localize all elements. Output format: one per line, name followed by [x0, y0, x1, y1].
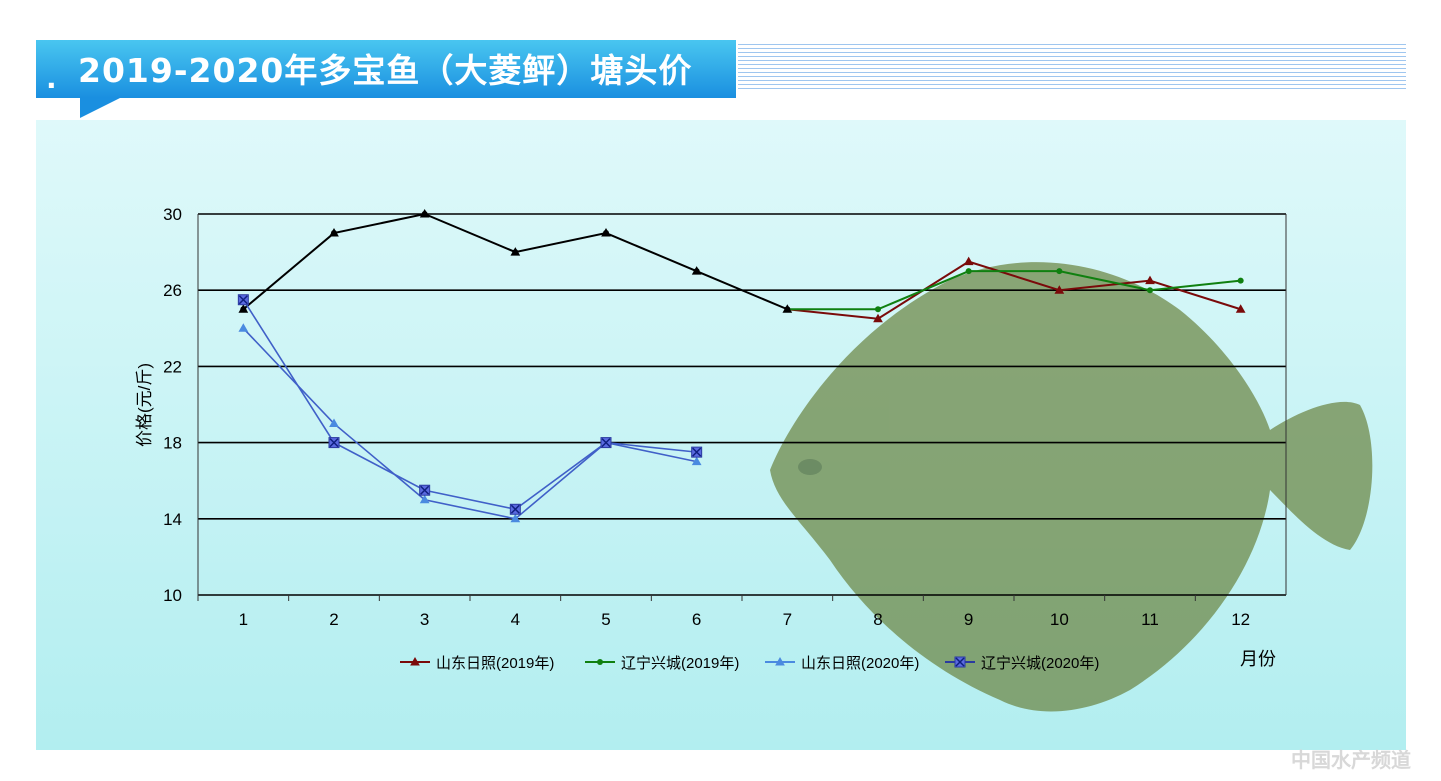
page-title: 2019-2020年多宝鱼（大菱鲆）塘头价 [78, 51, 693, 90]
legend-label: 山东日照(2020年) [801, 655, 919, 672]
data-point [1054, 285, 1065, 294]
x-tick-label: 2 [329, 610, 338, 629]
data-point [603, 230, 609, 237]
legend-label: 辽宁兴城(2020年) [981, 655, 1099, 672]
title-banner [36, 40, 736, 98]
legend-label: 辽宁兴城(2019年) [621, 655, 739, 672]
data-point [240, 306, 247, 313]
legend-marker [597, 659, 603, 665]
data-point [238, 323, 249, 332]
data-point [420, 485, 430, 495]
y-tick-label: 10 [163, 586, 182, 605]
x-tick-label: 11 [1141, 610, 1159, 629]
x-tick-label: 8 [873, 610, 882, 629]
x-axis-label: 月份 [1240, 649, 1276, 669]
x-tick-label: 7 [783, 610, 792, 629]
data-point [512, 249, 519, 256]
data-point [692, 447, 702, 457]
legend-marker [955, 657, 965, 667]
data-point [784, 306, 791, 313]
data-point [510, 513, 521, 523]
series-line [242, 327, 697, 520]
decorative-stripes [738, 44, 1406, 92]
data-point [963, 256, 974, 266]
series-line [787, 270, 1241, 311]
x-tick-label: 5 [601, 610, 610, 629]
series-line [242, 299, 697, 511]
data-point [1056, 268, 1063, 275]
y-tick-label: 30 [163, 205, 182, 224]
legend-marker [775, 656, 785, 666]
x-tick-label: 1 [239, 610, 248, 629]
data-point [331, 230, 337, 237]
data-point [693, 268, 700, 275]
data-point [510, 504, 520, 514]
data-point [965, 268, 972, 275]
data-point [419, 494, 430, 504]
y-tick-label: 26 [163, 281, 182, 300]
x-tick-label: 9 [964, 610, 973, 629]
data-point [329, 418, 339, 428]
banner-tail [80, 98, 120, 118]
data-point [329, 438, 339, 448]
legend-label: 山东日照(2019年) [436, 655, 554, 672]
data-point [1145, 275, 1155, 285]
data-point [873, 313, 883, 323]
x-tick-label: 3 [420, 610, 429, 629]
data-point [691, 456, 702, 466]
legend-marker [410, 656, 420, 666]
y-axis-label: 价格(元/斤) [135, 363, 154, 447]
y-tick-label: 18 [163, 434, 182, 453]
x-tick-label: 10 [1050, 610, 1069, 629]
title-bullet: . [46, 62, 57, 95]
data-point [875, 306, 881, 313]
data-point [601, 438, 611, 448]
x-tick-label: 6 [692, 610, 701, 629]
x-tick-label: 12 [1231, 610, 1250, 629]
data-point [1235, 304, 1246, 313]
data-point [421, 211, 428, 217]
turbot-fish-image [770, 262, 1373, 712]
series-line [242, 212, 788, 311]
data-point [238, 295, 248, 305]
series-line [787, 260, 1241, 320]
y-tick-label: 22 [163, 357, 182, 376]
data-point [1147, 287, 1153, 294]
watermark: 中国水产频道 [1291, 748, 1411, 772]
x-tick-label: 4 [511, 610, 520, 629]
data-point [1237, 277, 1244, 284]
y-tick-label: 14 [163, 510, 182, 529]
